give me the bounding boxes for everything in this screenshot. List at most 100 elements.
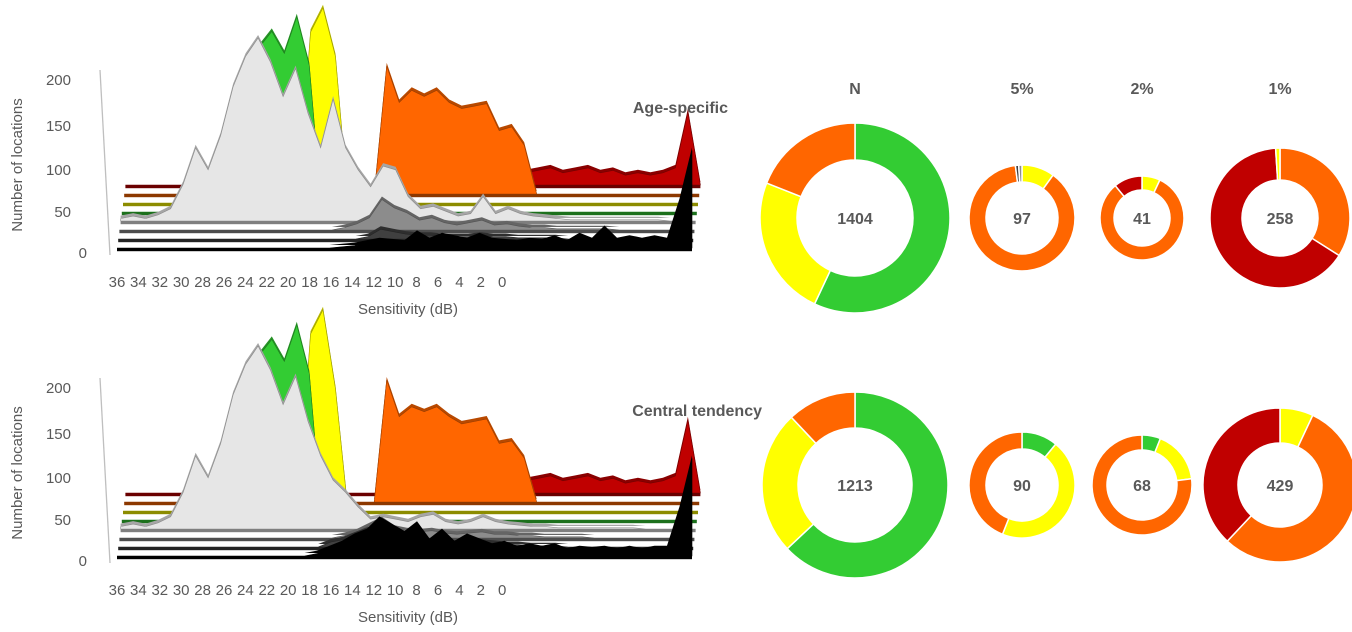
column-header: 2% [1130,81,1153,98]
donut-slice-orange [790,391,856,445]
donut-slice-green [813,122,951,314]
donut-row: 1213 90 68 429 [761,391,1352,579]
x-axis: Sensitivity (dB) 36 34 32 30 28 26 24 22 20 18 16 1… [109,274,507,318]
area-series-darkgray-edge [118,226,694,236]
area-plot [99,306,701,564]
series-floor-black [117,248,692,252]
x-tick-label: 12 [365,274,382,291]
panel-title: Central tendency [632,403,762,420]
x-tick-label: 22 [258,274,275,291]
x-tick-label: 24 [237,274,254,291]
y-tick-label: 150 [46,426,71,443]
donut-slice-orange [1099,179,1185,261]
donut-slice-orange [765,122,856,198]
donut-center-label: 1404 [837,211,873,228]
donut-slice-orange [1091,434,1193,536]
x-axis-label: Sensitivity (dB) [358,301,458,318]
x-tick-label: 6 [434,582,442,599]
donut-slice-orange [1279,147,1351,257]
x-tick-label: 20 [280,582,297,599]
x-tick-label: 32 [151,582,168,599]
donut-center-label: 90 [1013,478,1031,495]
y-tick-label: 0 [79,245,87,262]
x-tick-label: 12 [365,582,382,599]
donut-slice-yellow [1274,147,1281,181]
column-header: 5% [1010,81,1033,98]
x-tick-label: 14 [344,582,361,599]
x-tick-label: 18 [301,582,318,599]
x-tick-label: 0 [498,582,506,599]
x-tick-label: 10 [387,274,404,291]
x-tick-label: 16 [323,582,340,599]
x-tick-label: 14 [344,274,361,291]
x-tick-label: 32 [151,274,168,291]
column-headers: N 5% 2% 1% [849,81,1291,98]
y-tick-label: 150 [46,118,71,135]
x-tick-label: 8 [412,274,420,291]
y-axis-label: Number of locations [9,98,26,231]
donut-center-label: 97 [1013,211,1031,228]
column-header: N [849,81,861,98]
x-tick-label: 4 [455,582,463,599]
x-tick-label: 0 [498,274,506,291]
series-floor-orange [124,502,700,506]
x-axis-label: Sensitivity (dB) [358,609,458,626]
donut-center-label: 258 [1267,211,1294,228]
donut-slice-yellow [759,182,832,305]
x-tick-label: 30 [173,582,190,599]
panel-title: Age-specific [633,100,728,117]
x-tick-label: 26 [216,274,233,291]
donut-center-label: 41 [1133,211,1151,228]
x-tick-label: 30 [173,274,190,291]
x-tick-label: 34 [130,274,147,291]
area-series-gray-edge [119,196,695,227]
series-floor-yellow [123,511,698,515]
series-floor-orange [124,194,700,198]
series-floor-black [117,556,692,560]
donut-slice-orange [968,164,1076,272]
y-axis-line [99,377,111,564]
y-axis: Number of locations 0 50 100 150 200 [9,72,87,262]
x-tick-label: 24 [237,582,254,599]
donut-slice-darkred [1114,175,1143,198]
donut-center-label: 68 [1133,478,1151,495]
y-tick-label: 100 [46,162,71,179]
donut-slice-yellow [761,416,818,550]
donut-slice-darkred [1202,407,1281,543]
y-axis: Number of locations 0 50 100 150 200 [9,380,87,570]
area-plot [99,4,701,256]
donut-slice-gray [1017,164,1023,183]
donut-center-label: 1213 [837,478,873,495]
x-tick-label: 10 [387,582,404,599]
y-axis-label: Number of locations [9,406,26,539]
donut-slice-darkred [1209,147,1341,289]
donut-slice-yellow [1153,437,1193,482]
y-tick-label: 0 [79,553,87,570]
y-tick-label: 50 [54,512,71,529]
x-tick-label: 8 [412,582,420,599]
x-tick-label: 34 [130,582,147,599]
donut-center-label: 429 [1267,478,1294,495]
x-tick-label: 6 [434,274,442,291]
area-series-lightgray [120,345,696,530]
x-axis: Sensitivity (dB) 36 34 32 30 28 26 24 22 20 18 16 1… [109,582,507,626]
column-header: 1% [1268,81,1291,98]
x-tick-label: 28 [194,274,211,291]
donut-row: 1404 97 41 258 [759,122,1351,314]
y-axis-line [99,69,111,256]
y-tick-label: 50 [54,204,71,221]
x-tick-label: 2 [477,582,485,599]
x-tick-label: 2 [477,274,485,291]
x-tick-label: 22 [258,582,275,599]
x-tick-label: 36 [109,274,126,291]
x-tick-label: 26 [216,582,233,599]
x-tick-label: 36 [109,582,126,599]
y-tick-label: 200 [46,72,71,89]
donut-slice-orange [968,431,1023,536]
area-series-black-edge [117,455,692,553]
x-tick-label: 4 [455,274,463,291]
